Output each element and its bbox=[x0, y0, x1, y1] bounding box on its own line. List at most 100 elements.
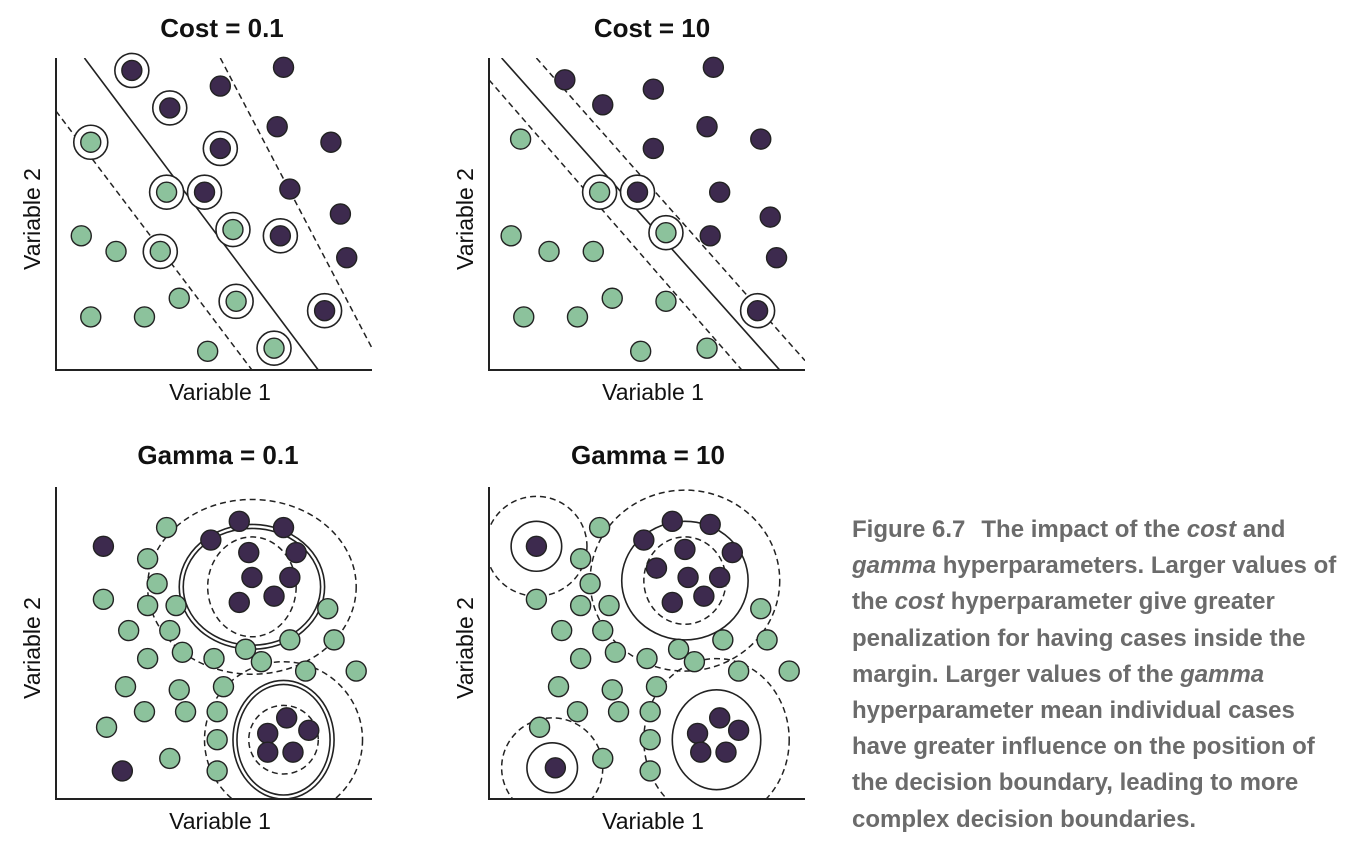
decision-boundary-contour bbox=[510, 520, 563, 573]
axes bbox=[488, 487, 805, 800]
data-point-green bbox=[655, 222, 677, 244]
data-point-green bbox=[294, 660, 317, 682]
data-point-purple bbox=[159, 97, 181, 119]
data-point-green bbox=[756, 629, 778, 651]
data-point-green bbox=[136, 548, 159, 570]
data-point-purple bbox=[241, 566, 263, 589]
data-point-green bbox=[566, 700, 589, 723]
data-point-purple bbox=[266, 115, 288, 138]
data-point-purple bbox=[209, 137, 232, 160]
data-point-purple bbox=[111, 760, 134, 782]
data-point-green bbox=[636, 647, 658, 670]
data-point-green bbox=[95, 716, 118, 738]
decision-boundary-contour bbox=[620, 520, 749, 641]
data-point-purple bbox=[554, 69, 576, 91]
data-point-green bbox=[206, 760, 228, 782]
axes bbox=[55, 58, 372, 371]
data-point-purple bbox=[313, 300, 336, 322]
data-point-green bbox=[136, 594, 159, 617]
data-point-purple bbox=[708, 566, 731, 589]
data-point-green bbox=[159, 619, 181, 642]
data-point-green bbox=[159, 747, 181, 770]
data-point-purple bbox=[92, 535, 115, 557]
data-point-purple bbox=[633, 529, 655, 551]
data-point-green bbox=[639, 729, 661, 751]
data-point-purple bbox=[272, 516, 295, 539]
data-point-green bbox=[114, 675, 137, 698]
data-point-green bbox=[149, 240, 171, 263]
data-point-purple bbox=[544, 757, 567, 779]
data-point-purple bbox=[257, 741, 279, 763]
data-point-purple bbox=[746, 300, 769, 322]
data-point-green bbox=[582, 240, 604, 263]
data-point-green bbox=[80, 306, 102, 328]
data-point-green bbox=[550, 619, 573, 642]
caption-term-cost: cost bbox=[1186, 516, 1237, 543]
data-point-green bbox=[225, 290, 247, 313]
data-point-purple bbox=[525, 535, 548, 557]
data-point-green bbox=[607, 700, 630, 723]
data-point-purple bbox=[715, 741, 737, 763]
data-point-green bbox=[500, 225, 522, 247]
caption-text-1: The impact of the bbox=[981, 516, 1187, 543]
data-point-green bbox=[569, 647, 592, 670]
data-point-purple bbox=[298, 719, 320, 742]
data-point-purple bbox=[708, 181, 731, 203]
chart-panel-3: Gamma = 0.1 Variable 1 Variable 2 bbox=[19, 440, 372, 834]
caption-text-4: hyperparameter give greater penalization… bbox=[852, 588, 1306, 688]
x-axis-label: Variable 1 bbox=[169, 808, 271, 834]
x-axis-label: Variable 1 bbox=[602, 379, 704, 405]
figure-number: Figure 6.7 bbox=[852, 516, 966, 543]
outer-margin-contour bbox=[203, 660, 364, 799]
data-point-purple bbox=[661, 591, 683, 614]
data-point-green bbox=[601, 287, 623, 309]
data-point-green bbox=[222, 218, 244, 241]
data-point-purple bbox=[721, 541, 744, 564]
decision-boundary-group bbox=[489, 58, 805, 370]
chart-title: Gamma = 10 bbox=[571, 440, 725, 470]
data-point-purple bbox=[238, 541, 260, 564]
x-axis-label: Variable 1 bbox=[169, 379, 271, 405]
data-point-green bbox=[655, 290, 677, 313]
margin-line bbox=[219, 58, 372, 349]
caption-term-cost: cost bbox=[894, 588, 945, 616]
data-point-green bbox=[105, 240, 127, 263]
data-point-green bbox=[588, 181, 611, 203]
data-point-purple bbox=[727, 719, 750, 742]
caption-term-gamma: gamma bbox=[852, 552, 937, 580]
data-point-green bbox=[196, 340, 219, 362]
axes bbox=[55, 487, 372, 800]
data-point-purple bbox=[329, 203, 352, 225]
caption-term-gamma: gamma bbox=[1180, 660, 1265, 688]
data-point-green bbox=[696, 337, 718, 359]
data-point-green bbox=[263, 337, 285, 359]
data-point-green bbox=[778, 660, 800, 682]
chart-title: Cost = 0.1 bbox=[160, 13, 284, 43]
decision-boundary-line bbox=[501, 58, 781, 370]
data-point-purple bbox=[228, 510, 250, 533]
data-point-green bbox=[323, 629, 345, 651]
data-point-green bbox=[117, 619, 140, 642]
data-point-green bbox=[203, 647, 225, 670]
margin-line bbox=[535, 58, 805, 362]
data-point-green bbox=[146, 573, 168, 595]
data-point-purple bbox=[272, 56, 295, 79]
y-axis-label: Variable 2 bbox=[19, 597, 45, 699]
data-point-purple bbox=[193, 181, 216, 203]
data-point-purple bbox=[690, 741, 712, 763]
data-point-green bbox=[592, 619, 614, 642]
data-point-green bbox=[234, 638, 257, 660]
data-point-purple bbox=[320, 131, 342, 153]
decision-boundary-contour bbox=[671, 688, 762, 791]
data-point-purple bbox=[209, 75, 232, 97]
data-point-purple bbox=[686, 722, 709, 745]
data-point-purple bbox=[750, 128, 772, 150]
data-point-green bbox=[206, 729, 228, 751]
decision-boundary-line bbox=[83, 58, 319, 370]
data-point-purple bbox=[642, 137, 665, 160]
data-point-green bbox=[528, 716, 551, 738]
data-point-purple bbox=[282, 741, 304, 763]
data-point-purple bbox=[677, 566, 699, 589]
data-point-green bbox=[750, 597, 772, 620]
